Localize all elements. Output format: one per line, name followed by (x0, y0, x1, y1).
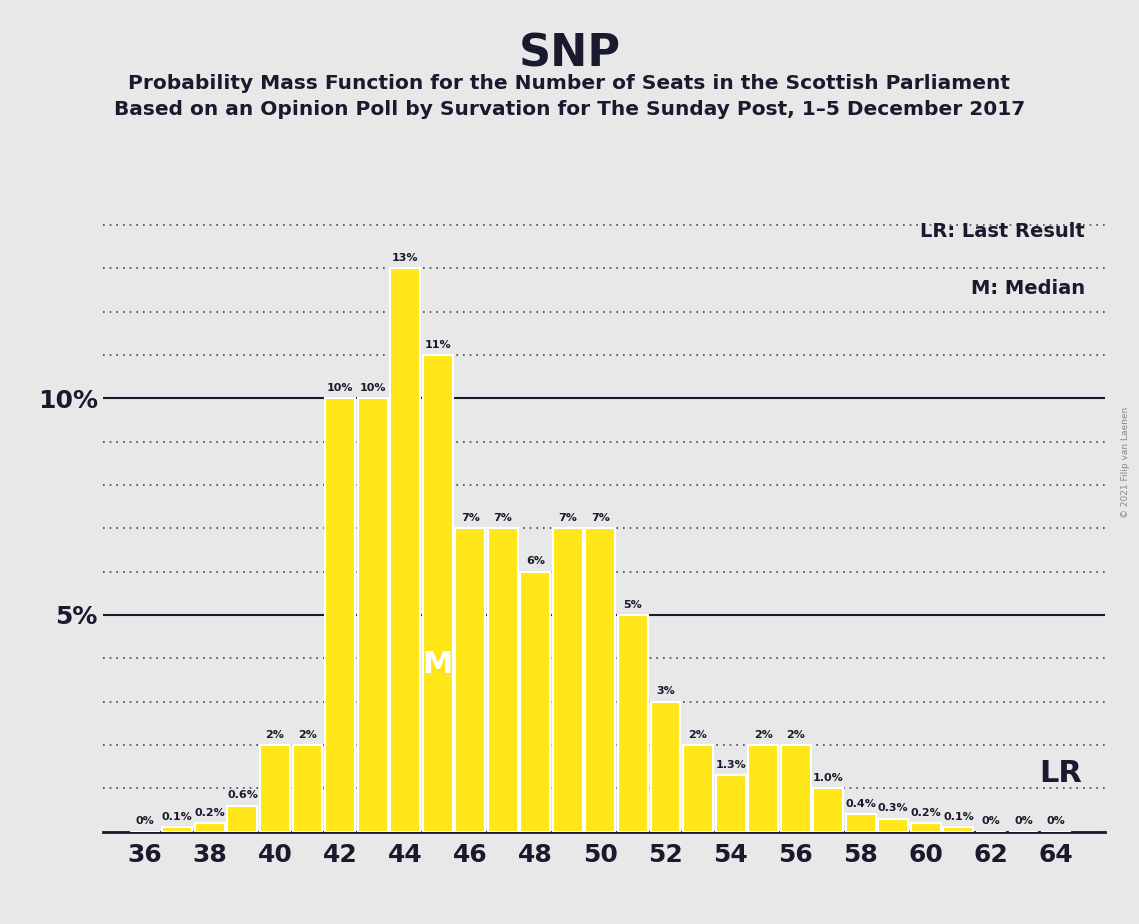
Text: 0.2%: 0.2% (195, 808, 226, 818)
Text: 2%: 2% (786, 730, 805, 740)
Bar (391, 268, 420, 832)
Text: 10%: 10% (360, 383, 386, 393)
Text: 6%: 6% (526, 556, 544, 566)
Text: 0%: 0% (1014, 817, 1033, 826)
Text: M: Median: M: Median (970, 279, 1084, 298)
Bar (878, 819, 908, 832)
Bar (683, 745, 713, 832)
Text: M: M (423, 650, 453, 679)
Text: 0.1%: 0.1% (943, 812, 974, 822)
Text: 10%: 10% (327, 383, 353, 393)
Text: 3%: 3% (656, 687, 675, 697)
Bar (748, 745, 778, 832)
Bar (911, 823, 941, 832)
Text: 2%: 2% (689, 730, 707, 740)
Bar (260, 745, 290, 832)
Text: 7%: 7% (558, 513, 577, 523)
Text: 0.3%: 0.3% (878, 803, 909, 813)
Text: LR: LR (1039, 759, 1082, 787)
Text: 2%: 2% (754, 730, 772, 740)
Bar (228, 806, 257, 832)
Bar (618, 615, 648, 832)
Bar (325, 398, 355, 832)
Bar (293, 745, 322, 832)
Bar (552, 529, 583, 832)
Text: 11%: 11% (425, 340, 451, 350)
Text: 5%: 5% (623, 600, 642, 610)
Bar (487, 529, 518, 832)
Bar (943, 827, 974, 832)
Bar (813, 788, 843, 832)
Bar (423, 355, 452, 832)
Text: © 2021 Filip van Laenen: © 2021 Filip van Laenen (1121, 407, 1130, 517)
Text: SNP: SNP (518, 32, 621, 76)
Text: Probability Mass Function for the Number of Seats in the Scottish Parliament: Probability Mass Function for the Number… (129, 74, 1010, 93)
Text: Based on an Opinion Poll by Survation for The Sunday Post, 1–5 December 2017: Based on an Opinion Poll by Survation fo… (114, 100, 1025, 119)
Text: 7%: 7% (591, 513, 609, 523)
Bar (521, 572, 550, 832)
Text: 7%: 7% (461, 513, 480, 523)
Text: 0%: 0% (982, 817, 1000, 826)
Bar (650, 701, 680, 832)
Bar (358, 398, 387, 832)
Bar (163, 827, 192, 832)
Text: 2%: 2% (298, 730, 317, 740)
Text: 7%: 7% (493, 513, 513, 523)
Text: 0%: 0% (1047, 817, 1065, 826)
Text: 1.0%: 1.0% (813, 773, 844, 783)
Text: 2%: 2% (265, 730, 285, 740)
Bar (195, 823, 224, 832)
Bar (846, 814, 876, 832)
Text: 0.4%: 0.4% (845, 799, 876, 809)
Bar (780, 745, 811, 832)
Text: 13%: 13% (392, 253, 418, 263)
Bar (456, 529, 485, 832)
Text: 0.2%: 0.2% (910, 808, 941, 818)
Text: LR: Last Result: LR: Last Result (920, 222, 1084, 241)
Text: 0%: 0% (136, 817, 154, 826)
Text: 0.1%: 0.1% (162, 812, 192, 822)
Text: 0.6%: 0.6% (227, 790, 257, 800)
Bar (585, 529, 615, 832)
Bar (715, 775, 746, 832)
Text: 1.3%: 1.3% (715, 760, 746, 770)
